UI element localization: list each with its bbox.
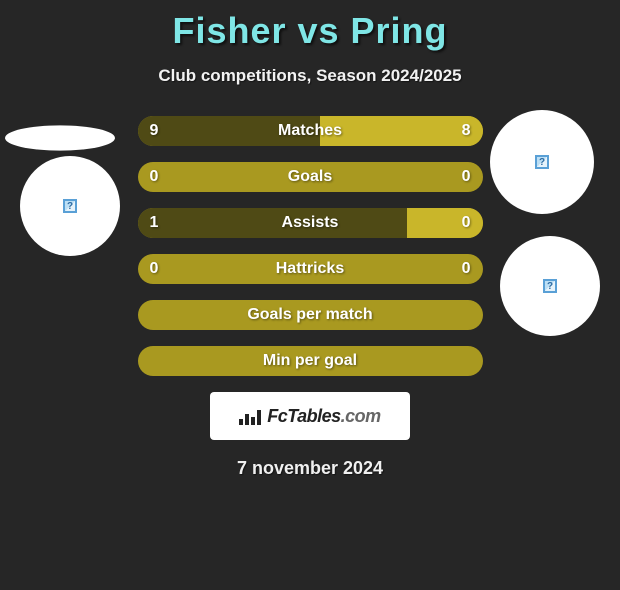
stat-label: Goals per match	[247, 306, 372, 324]
stat-value-left: 0	[150, 260, 159, 278]
comparison-bars: 9 8 Matches 0 0 Goals 1 0 Assists 0 0 Hattricks Goal…	[138, 116, 483, 376]
stats-area: 9 8 Matches 0 0 Goals 1 0 Assists 0 0 Hattricks Goal…	[0, 116, 620, 479]
logo-box: FcTables.com	[210, 392, 410, 440]
stat-value-left: 1	[150, 214, 159, 232]
stat-value-right: 8	[462, 122, 471, 140]
stat-fill-right	[407, 208, 483, 238]
player-left-avatar-1	[5, 125, 115, 150]
subtitle: Club competitions, Season 2024/2025	[0, 66, 620, 86]
image-placeholder-icon	[535, 155, 549, 169]
stat-row: Min per goal	[138, 346, 483, 376]
stat-fill-right	[320, 116, 482, 146]
stat-label: Min per goal	[263, 352, 357, 370]
image-placeholder-icon	[543, 279, 557, 293]
page-title: Fisher vs Pring	[0, 10, 620, 52]
stat-row: 1 0 Assists	[138, 208, 483, 238]
stat-label: Goals	[288, 168, 332, 186]
logo-domain: .com	[341, 406, 381, 426]
stat-value-left: 9	[150, 122, 159, 140]
logo-bars-icon	[239, 407, 261, 425]
player-left-avatar-2	[20, 156, 120, 256]
stat-value-right: 0	[462, 214, 471, 232]
stat-value-right: 0	[462, 168, 471, 186]
stat-value-left: 0	[150, 168, 159, 186]
stat-label: Assists	[282, 214, 339, 232]
date-label: 7 november 2024	[0, 458, 620, 479]
player-right-avatar-2	[500, 236, 600, 336]
logo-name: FcTables	[267, 406, 340, 426]
stat-fill-left	[138, 208, 407, 238]
stat-label: Hattricks	[276, 260, 344, 278]
stat-label: Matches	[278, 122, 342, 140]
stat-row: 9 8 Matches	[138, 116, 483, 146]
stat-row: 0 0 Hattricks	[138, 254, 483, 284]
stat-row: Goals per match	[138, 300, 483, 330]
player-right-avatar-1	[490, 110, 594, 214]
stat-row: 0 0 Goals	[138, 162, 483, 192]
logo-text: FcTables.com	[267, 406, 380, 427]
stat-value-right: 0	[462, 260, 471, 278]
image-placeholder-icon	[63, 199, 77, 213]
